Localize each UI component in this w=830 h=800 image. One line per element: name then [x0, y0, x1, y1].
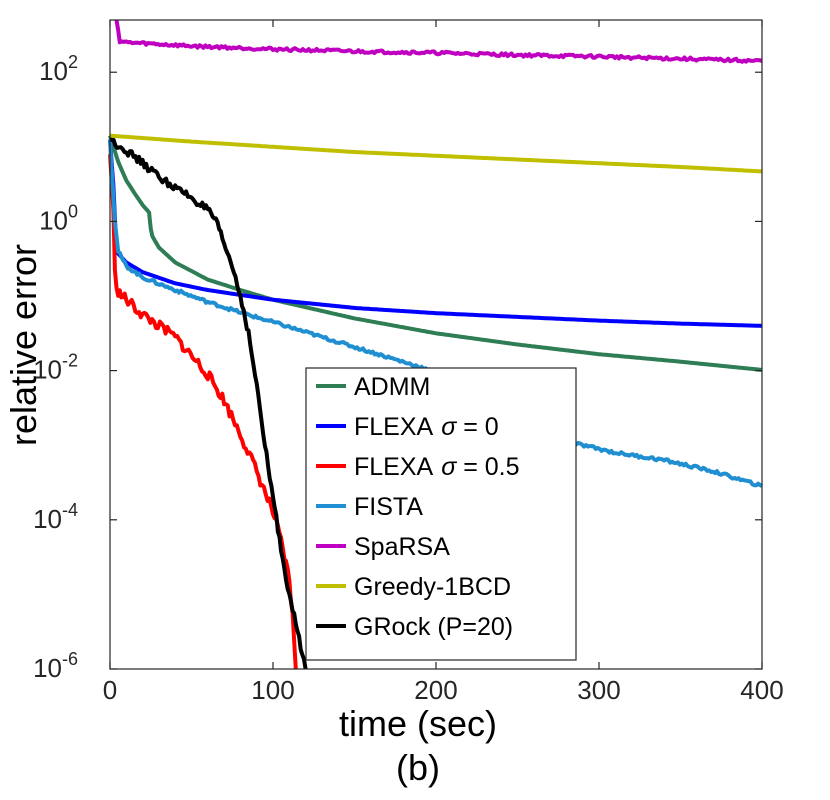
y-tick-base: 10	[33, 653, 62, 683]
figure-caption: (b)	[396, 747, 440, 788]
legend-label-sparsa: SpaRSA	[354, 533, 450, 561]
y-tick-exponent: 2	[68, 52, 78, 72]
x-tick-label: 0	[103, 675, 117, 705]
legend-label-flexa-0: FLEXA σ = 0	[354, 413, 499, 441]
legend: ADMM FLEXA σ = 0 FLEXA σ = 0.5 FISTA SpaRSA Gre…	[305, 367, 577, 661]
legend-label-greedy-1bcd: Greedy-1BCD	[354, 573, 511, 601]
y-tick-exponent: -2	[62, 351, 78, 371]
y-tick-base: 10	[33, 504, 62, 534]
y-axis-title: relative error	[3, 244, 44, 446]
series-line-grock-p-20	[109, 137, 308, 670]
y-tick-label: 100	[39, 201, 78, 235]
legend-label-admm: ADMM	[354, 373, 430, 401]
x-tick-label: 100	[251, 675, 294, 705]
y-tick-base: 10	[39, 205, 68, 235]
legend-label-grock-p-20: GRock (P=20)	[354, 613, 513, 641]
x-tick-label: 200	[414, 675, 457, 705]
y-tick-exponent: -4	[62, 500, 78, 520]
y-tick-base: 10	[39, 56, 68, 86]
plot-series	[108, 19, 764, 670]
series-line-greedy-1bcd	[109, 133, 763, 174]
x-tick-label: 300	[577, 675, 620, 705]
y-tick-label: 10-2	[33, 351, 78, 385]
y-tick-label: 10-4	[33, 500, 78, 534]
legend-label-fista: FISTA	[354, 493, 423, 521]
y-tick-label: 102	[39, 52, 78, 86]
y-tick-base: 10	[33, 355, 62, 385]
y-tick-label: 10-6	[33, 649, 78, 683]
legend-box	[305, 367, 577, 661]
x-tick-label: 400	[740, 675, 783, 705]
series-line-sparsa	[114, 19, 763, 64]
series-line-flexa-0	[108, 139, 763, 328]
x-axis-title: time (sec)	[339, 703, 497, 744]
series-line-flexa-0-5	[108, 154, 298, 670]
y-tick-exponent: -6	[62, 649, 78, 669]
series-line-admm	[108, 135, 763, 372]
y-tick-exponent: 0	[68, 201, 78, 221]
legend-label-flexa-0-5: FLEXA σ = 0.5	[354, 453, 520, 481]
